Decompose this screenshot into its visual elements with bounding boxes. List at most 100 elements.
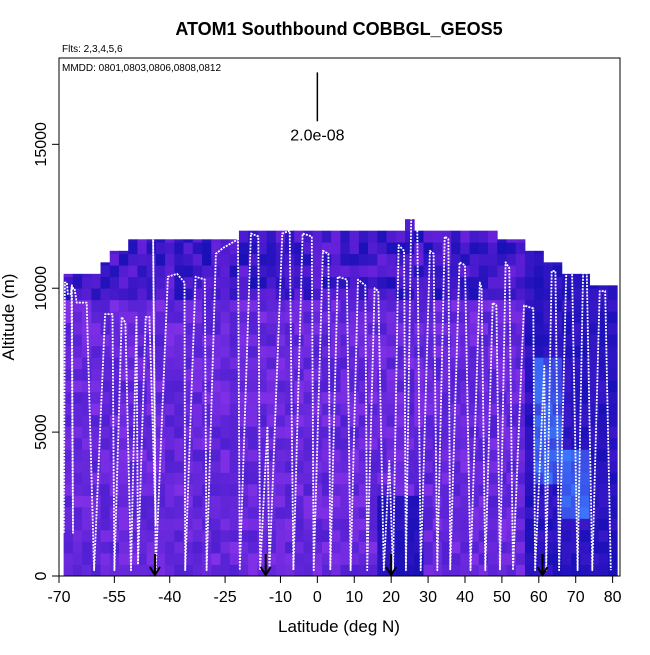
heatmap-cell <box>515 299 526 312</box>
heatmap-cell <box>534 437 544 450</box>
heatmap-cell <box>506 299 517 312</box>
heatmap-cell <box>571 552 581 565</box>
heatmap-cell <box>174 483 184 496</box>
heatmap-cell <box>229 345 240 358</box>
heatmap-cell <box>183 426 194 439</box>
heatmap-cell <box>451 552 461 565</box>
heatmap-cell <box>82 506 92 519</box>
heatmap-cell <box>515 391 526 404</box>
heatmap-cell <box>248 472 258 485</box>
heatmap-cell <box>248 253 258 266</box>
heatmap-cell <box>109 311 120 324</box>
heatmap-cell <box>340 495 351 508</box>
heatmap-cell <box>395 265 406 278</box>
heatmap-cell <box>414 506 424 519</box>
heatmap-cell <box>460 380 470 393</box>
x-axis-label: Latitude (deg N) <box>278 617 400 636</box>
heatmap-cell <box>303 299 314 312</box>
heatmap-cell <box>174 495 184 508</box>
heatmap-cell <box>321 380 332 393</box>
x-tick-label: -40 <box>158 589 181 606</box>
heatmap-cell <box>331 426 341 439</box>
heatmap-cell <box>82 495 92 508</box>
heatmap-cell <box>192 288 203 301</box>
heatmap-cell <box>552 322 563 335</box>
heatmap-cell <box>432 391 443 404</box>
heatmap-cell <box>72 334 83 347</box>
heatmap-cell <box>285 564 295 577</box>
heatmap-cell <box>368 242 378 255</box>
heatmap-cell <box>405 403 415 416</box>
heatmap-cell <box>432 253 443 266</box>
heatmap-cell <box>608 518 618 531</box>
heatmap-cell <box>63 437 74 450</box>
heatmap-cell <box>349 529 360 542</box>
heatmap-cell <box>174 564 184 577</box>
heatmap-cell <box>571 288 581 301</box>
heatmap-cell <box>312 299 323 312</box>
heatmap-cell <box>91 552 101 565</box>
heatmap-cell <box>72 426 83 439</box>
heatmap-cell <box>128 518 138 531</box>
heatmap-cell <box>155 345 166 358</box>
heatmap-cell <box>91 483 101 496</box>
heatmap-cell <box>580 426 590 439</box>
heatmap-cell <box>552 345 563 358</box>
heatmap-cell <box>478 345 489 358</box>
heatmap-cell <box>220 495 231 508</box>
heatmap-cell <box>238 322 249 335</box>
heatmap-cell <box>451 518 461 531</box>
heatmap-cell <box>340 518 351 531</box>
heatmap-cell <box>266 506 277 519</box>
heatmap-cell <box>312 288 323 301</box>
heatmap-cell <box>128 299 138 312</box>
heatmap-cell <box>598 529 609 542</box>
heatmap-cell <box>488 265 498 278</box>
heatmap-cell <box>202 253 212 266</box>
heatmap-cell <box>183 253 194 266</box>
heatmap-cell <box>580 334 590 347</box>
heatmap-cell <box>128 403 138 416</box>
heatmap-cell <box>349 276 360 289</box>
heatmap-cell <box>321 288 332 301</box>
heatmap-cell <box>229 518 240 531</box>
heatmap-cell <box>432 460 443 473</box>
heatmap-cell <box>146 288 157 301</box>
heatmap-cell <box>174 368 184 381</box>
heatmap-cell <box>441 564 452 577</box>
heatmap-cell <box>312 265 323 278</box>
heatmap-cell <box>405 564 415 577</box>
heatmap-cell <box>386 414 397 427</box>
heatmap-cell <box>183 506 194 519</box>
heatmap-cell <box>312 357 323 370</box>
heatmap-cell <box>321 276 332 289</box>
heatmap-cell <box>266 299 277 312</box>
heatmap-cell <box>534 368 544 381</box>
heatmap-cell <box>285 460 295 473</box>
heatmap-cell <box>146 239 157 243</box>
heatmap-cell <box>414 230 424 243</box>
heatmap-cell <box>220 288 231 301</box>
heatmap-cell <box>155 380 166 393</box>
heatmap-cell <box>423 368 434 381</box>
heatmap-cell <box>423 299 434 312</box>
heatmap-cell <box>63 449 74 462</box>
heatmap-cell <box>608 449 618 462</box>
heatmap-cell <box>543 262 554 266</box>
heatmap-cell <box>423 437 434 450</box>
heatmap-cell <box>423 495 434 508</box>
heatmap-cell <box>294 449 304 462</box>
heatmap-cell <box>109 506 120 519</box>
heatmap-cell <box>118 472 129 485</box>
heatmap-cell <box>63 403 74 416</box>
dates-subtitle: MMDD: 0801,0803,0806,0808,0812 <box>62 63 221 74</box>
heatmap-cell <box>229 357 240 370</box>
heatmap-cell <box>469 391 480 404</box>
heatmap-cell <box>275 334 286 347</box>
heatmap-cell <box>580 322 590 335</box>
heatmap-cell <box>118 299 129 312</box>
heatmap-cell <box>91 357 101 370</box>
heatmap-cell <box>82 437 92 450</box>
heatmap-cell <box>358 230 369 243</box>
heatmap-cell <box>386 483 397 496</box>
